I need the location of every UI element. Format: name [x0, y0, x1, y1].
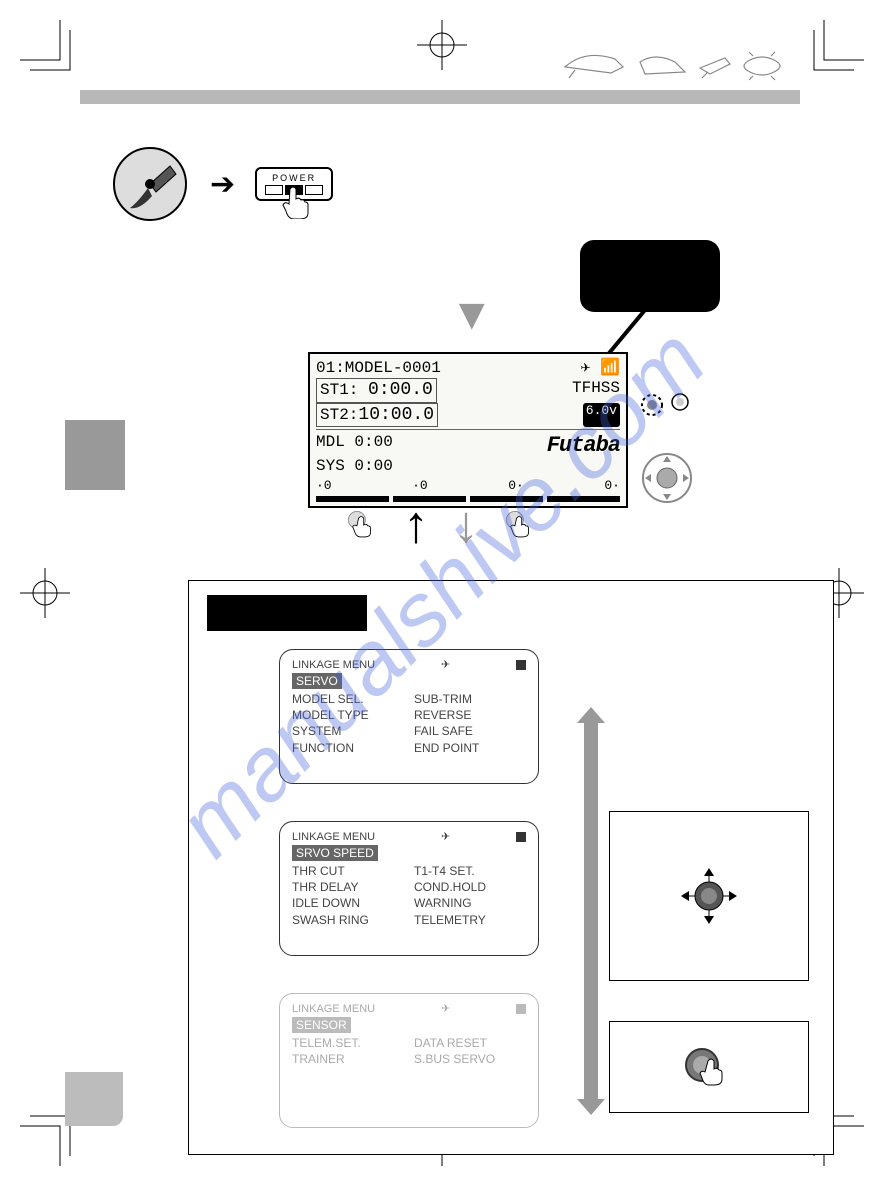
lcd-brand: Futaba [547, 432, 620, 460]
cropmark-tl [20, 20, 80, 80]
led-indicators [640, 390, 700, 420]
arrow-down-icon: ▼ [450, 290, 494, 340]
page-number-tab [65, 1072, 123, 1126]
tap-icon-right [503, 508, 537, 542]
aircraft-icons [560, 42, 800, 86]
menu-page-3: LINKAGE MENU✈ SENSOR TELEM.SET.DATA RESE… [279, 993, 539, 1128]
menu-page-2: LINKAGE MENU✈ SRVO SPEED THR CUTT1-T4 SE… [279, 821, 539, 956]
header-divider [80, 90, 800, 104]
menu-title-bar [207, 595, 367, 631]
lcd-voltage: 6.0v [583, 403, 620, 428]
arrow-up-icon: ↑ [403, 495, 429, 555]
register-top [417, 20, 467, 70]
lcd-model: 01:MODEL-0001 [316, 358, 441, 378]
menu-panel: LINKAGE MENU✈ SERVO MODEL SEL.SUB-TRIM M… [188, 580, 834, 1155]
tap-icon-left [345, 508, 379, 542]
register-left [20, 568, 70, 618]
lcd-screen: 01:MODEL-0001 ✈ 📶 ST1: 0:00.0 TFHSS ST2:… [308, 352, 628, 508]
menu-page-1: LINKAGE MENU✈ SERVO MODEL SEL.SUB-TRIM M… [279, 649, 539, 784]
menu-items-1: MODEL SEL.SUB-TRIM MODEL TYPEREVERSE SYS… [292, 691, 526, 756]
push-button-icon[interactable] [674, 1037, 744, 1097]
menu-selected-2[interactable]: SRVO SPEED [292, 845, 378, 861]
lcd-mode: TFHSS [572, 378, 620, 403]
cropmark-tr [804, 20, 864, 80]
menu-selected-3[interactable]: SENSOR [292, 1017, 351, 1033]
push-diagram-box [609, 1021, 809, 1113]
joystick-diagram-box [609, 811, 809, 981]
hand-press-icon [276, 183, 312, 219]
joystick-4way-icon[interactable] [669, 856, 749, 936]
arrow-down-gray-icon: ↓ [453, 495, 479, 555]
power-label: POWER [265, 173, 323, 183]
callout-box [580, 240, 720, 312]
side-tab [65, 420, 125, 490]
throttle-low-icon [110, 144, 190, 224]
scroll-indicator [584, 721, 598, 1101]
arrow-right-icon: ➔ [210, 167, 235, 202]
menu-selected-1[interactable]: SERVO [292, 673, 342, 689]
joystick-icon[interactable] [639, 450, 695, 506]
